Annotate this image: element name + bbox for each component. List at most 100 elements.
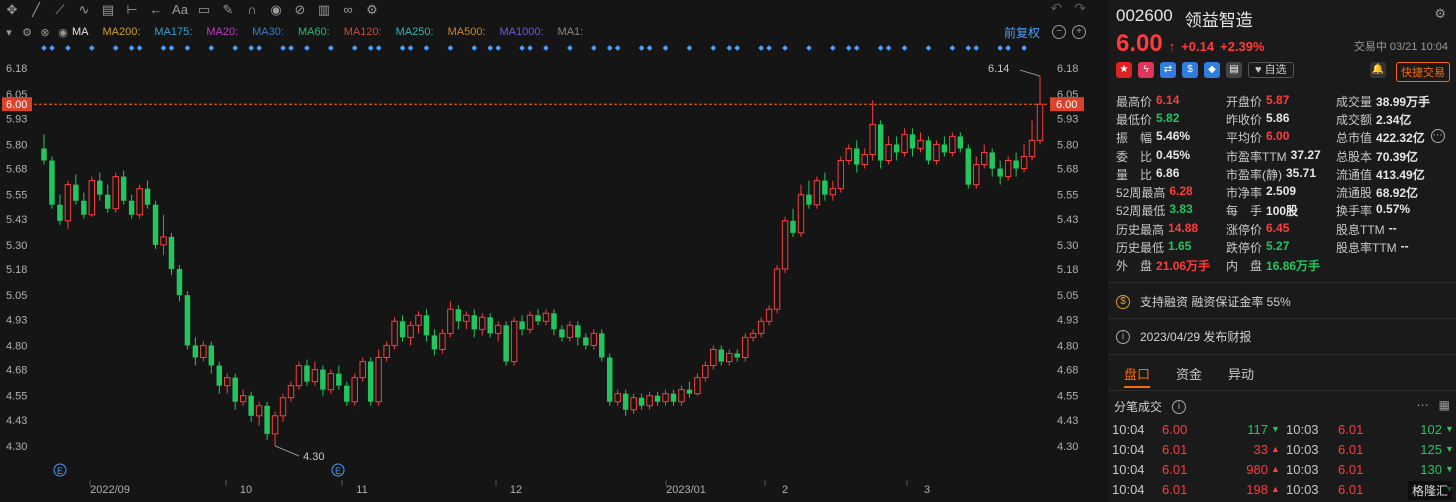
settings-icon[interactable]: ⚙ <box>366 2 378 17</box>
settings-icon[interactable]: ⚙ <box>1434 6 1446 21</box>
dollar-icon[interactable]: $ <box>1182 62 1198 78</box>
y-tick-label-left: 5.93 <box>6 113 27 125</box>
close-icon[interactable]: ⊗ <box>40 26 50 39</box>
redo-icon[interactable]: ↷ <box>1074 0 1086 16</box>
text-icon[interactable]: Aa <box>172 2 188 17</box>
candle-body <box>877 124 884 161</box>
y-tick-label-right: 4.30 <box>1057 441 1078 453</box>
eye-icon[interactable]: ◉ <box>270 2 282 17</box>
info-icon: i <box>1116 329 1130 344</box>
tab-orderbook[interactable]: 盘口 <box>1124 364 1151 388</box>
magnet-icon[interactable]: ∩ <box>247 2 257 17</box>
back-arrow-icon[interactable]: ← <box>149 2 163 17</box>
stat-row: 振 幅 5.46% 平均价 6.00 总市值 422.32亿 ⋯ <box>1116 129 1456 147</box>
report-info[interactable]: i 2023/04/29 发布财报 <box>1116 328 1251 345</box>
more-icon[interactable]: ⋯ <box>1416 398 1429 412</box>
high-annotation-line <box>1019 69 1041 77</box>
more-icon[interactable]: ⋯ <box>1430 129 1445 144</box>
kline-chart-area[interactable]: ✥ ╱ ⟋ ∿ ▤ ⊢ ← Aa ▭ ✎ ∩ ◉ ⊘ ▥ ∞ ⚙ ↶ ↷ ▾ ⚙… <box>0 0 1092 502</box>
candle-body <box>208 345 215 366</box>
low-annotation-line <box>274 445 300 457</box>
hide-icon[interactable]: ⊘ <box>294 2 306 17</box>
stat-label: 量 比 <box>1116 167 1153 182</box>
candle-body <box>797 194 805 234</box>
pen-icon[interactable]: ✎ <box>222 2 234 17</box>
candle-body <box>271 415 279 435</box>
y-tick-label-right: 5.18 <box>1057 264 1078 276</box>
tab-movement[interactable]: 异动 <box>1228 367 1255 382</box>
grid-icon[interactable]: ▦ <box>1438 398 1450 412</box>
stat-label: 市净率 <box>1226 186 1263 201</box>
ma-item: MA1: <box>557 26 584 38</box>
stat-cell: 每 手 100股 <box>1226 202 1336 219</box>
stat-value: 68.92亿 <box>1376 186 1419 201</box>
candle-body <box>813 180 821 206</box>
up-arrow-icon: ↑ <box>1168 39 1176 54</box>
candle-body <box>447 308 454 334</box>
margin-info[interactable]: $ 支持融资 融资保证金率 55% <box>1116 293 1291 310</box>
price-row: 6.00 ↑ +0.14 +2.39% <box>1116 30 1265 58</box>
plus-icon[interactable]: + <box>1072 25 1086 39</box>
candle-body <box>407 324 414 338</box>
minus-icon[interactable]: − <box>1052 25 1066 39</box>
ray-icon[interactable]: ⟋ <box>55 2 65 17</box>
undo-icon[interactable]: ↶ <box>1050 0 1063 16</box>
tag-icon[interactable]: ◆ <box>1204 62 1220 78</box>
signal-dot <box>288 45 294 51</box>
signal-dot <box>646 45 653 51</box>
ma-indicator-name[interactable]: MA <box>72 26 89 38</box>
candlestick-chart[interactable]: 6.186.186.056.055.935.935.805.805.685.68… <box>0 40 1092 502</box>
line-icon[interactable]: ╱ <box>32 2 40 17</box>
candle-body <box>654 395 661 402</box>
report-text: 2023/04/29 发布财报 <box>1140 330 1252 344</box>
bell-icon[interactable]: 🔔 <box>1370 62 1386 78</box>
signal-dot <box>686 45 693 51</box>
tick-price: 6.01 <box>1162 442 1188 457</box>
tick-price: 6.00 <box>1162 422 1188 437</box>
candle-body <box>989 152 995 169</box>
signal-dot <box>280 45 286 51</box>
signal-dot <box>41 45 47 51</box>
y-tick-label-right: 4.43 <box>1057 415 1078 427</box>
wave-icon[interactable]: ∿ <box>78 2 90 17</box>
candle-body <box>781 220 789 270</box>
crosshair-icon[interactable]: ✥ <box>6 2 18 17</box>
ruler-icon[interactable]: ▤ <box>101 2 115 17</box>
link-icon[interactable]: ∞ <box>343 2 353 17</box>
shuffle-icon[interactable]: ⇄ <box>1160 62 1176 78</box>
info-icon[interactable]: i <box>1172 399 1187 414</box>
eye-icon[interactable]: ◉ <box>58 26 68 39</box>
signal-dot <box>543 45 549 51</box>
range-icon[interactable]: ⊢ <box>126 2 138 17</box>
lightning-icon[interactable]: ϟ <box>1138 62 1154 78</box>
signal-dot <box>232 45 239 51</box>
candle-body <box>622 393 629 410</box>
signal-dot <box>567 45 573 51</box>
x-tick-label: 10 <box>240 484 252 496</box>
x-tick-label: 11 <box>356 484 367 496</box>
stat-cell: 52周最低 3.83 <box>1116 202 1226 219</box>
stat-value: 35.71 <box>1286 165 1317 180</box>
price-adjust-button[interactable]: 前复权 <box>1003 26 1040 40</box>
settings-icon[interactable]: ⚙ <box>22 26 32 39</box>
stat-value: 70.39亿 <box>1376 149 1419 164</box>
event-marker-label: E <box>335 466 341 476</box>
candle-body <box>49 160 55 205</box>
quick-trade-button[interactable]: 快捷交易 <box>1396 62 1450 82</box>
signal-dot <box>1005 45 1011 51</box>
add-watchlist-button[interactable]: ♥ 自选 <box>1248 62 1294 78</box>
stat-cell: 成交量 38.99万手 <box>1336 93 1456 110</box>
high-annotation: 6.14 <box>988 63 1009 75</box>
trade-status: 交易中 03/21 10:04 <box>1353 41 1448 53</box>
document-icon[interactable]: ▤ <box>1226 62 1242 78</box>
signal-dot <box>853 45 860 51</box>
candle-body <box>829 188 837 196</box>
stat-label: 跌停价 <box>1226 241 1263 256</box>
tab-funds[interactable]: 资金 <box>1176 367 1203 382</box>
trash-icon[interactable]: ▥ <box>317 2 331 17</box>
divider <box>1108 282 1456 283</box>
candle-body <box>686 389 693 394</box>
comment-icon[interactable]: ▭ <box>197 2 211 17</box>
stat-row: 最低价 5.82 昨收价 5.86 成交额 2.34亿 <box>1116 110 1456 128</box>
collapse-icon[interactable]: ▾ <box>6 26 12 39</box>
